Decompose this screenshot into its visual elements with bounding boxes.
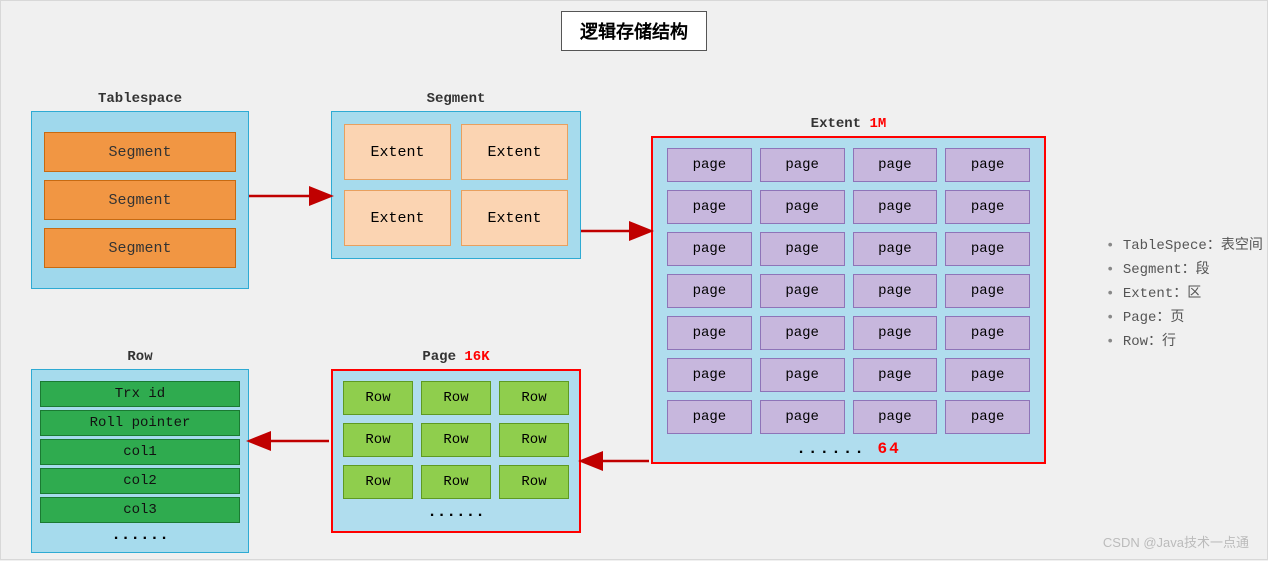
tablespace-item: Segment: [44, 228, 236, 268]
page-grid: RowRowRowRowRowRowRowRowRow: [343, 381, 569, 499]
tablespace-block: Tablespace Segment Segment Segment: [31, 91, 249, 289]
extent-page-item: page: [945, 274, 1030, 308]
tablespace-title: Tablespace: [31, 91, 249, 107]
extent-grid: pagepagepagepagepagepagepagepagepagepage…: [667, 148, 1030, 434]
extent-page-item: page: [945, 232, 1030, 266]
row-field-item: Roll pointer: [40, 410, 240, 436]
row-block: Row Trx id Roll pointer col1 col2 col3 .....…: [31, 349, 249, 553]
tablespace-item: Segment: [44, 180, 236, 220]
page-row-item: Row: [343, 381, 413, 415]
page-row-item: Row: [343, 423, 413, 457]
row-container: Trx id Roll pointer col1 col2 col3 ......: [31, 369, 249, 553]
page-row-item: Row: [499, 381, 569, 415]
extent-page-item: page: [667, 316, 752, 350]
extent-title-text: Extent: [811, 116, 861, 132]
extent-page-item: page: [945, 358, 1030, 392]
page-title-accent: 16K: [464, 349, 489, 365]
tablespace-item: Segment: [44, 132, 236, 172]
segment-container: ExtentExtentExtentExtent: [331, 111, 581, 259]
extent-page-item: page: [760, 232, 845, 266]
extent-page-item: page: [945, 400, 1030, 434]
segment-item: Extent: [344, 190, 451, 246]
page-container: RowRowRowRowRowRowRowRowRow ......: [331, 369, 581, 533]
page-row-item: Row: [421, 381, 491, 415]
extent-page-item: page: [945, 316, 1030, 350]
legend-item: Extent：区: [1106, 282, 1263, 302]
watermark: CSDN @Java技术一点通: [1103, 532, 1249, 551]
row-field-item: col1: [40, 439, 240, 465]
extent-page-item: page: [667, 232, 752, 266]
extent-page-item: page: [853, 148, 938, 182]
extent-page-item: page: [853, 316, 938, 350]
extent-page-item: page: [667, 400, 752, 434]
extent-page-item: page: [853, 358, 938, 392]
segment-item: Extent: [344, 124, 451, 180]
legend-item: Page：页: [1106, 306, 1263, 326]
extent-page-item: page: [760, 274, 845, 308]
extent-page-item: page: [667, 190, 752, 224]
extent-title: Extent 1M: [651, 116, 1046, 132]
row-items: Trx id Roll pointer col1 col2 col3: [40, 381, 240, 523]
diagram-title: 逻辑存储结构: [561, 11, 707, 51]
extent-page-item: page: [853, 232, 938, 266]
segment-block: Segment ExtentExtentExtentExtent: [331, 91, 581, 259]
legend-item: TableSpece：表空间: [1106, 234, 1263, 254]
extent-page-item: page: [945, 148, 1030, 182]
extent-page-item: page: [760, 316, 845, 350]
row-more: ......: [40, 526, 240, 544]
page-more: ......: [343, 503, 569, 521]
extent-more-dots: ......: [796, 440, 866, 458]
page-block: Page 16K RowRowRowRowRowRowRowRowRow ...…: [331, 349, 581, 533]
page-row-item: Row: [421, 465, 491, 499]
page-row-item: Row: [499, 465, 569, 499]
legend: TableSpece：表空间 Segment：段 Extent：区 Page：页 Row…: [1066, 230, 1263, 354]
extent-page-item: page: [667, 148, 752, 182]
extent-page-item: page: [853, 400, 938, 434]
page-row-item: Row: [421, 423, 491, 457]
page-row-item: Row: [343, 465, 413, 499]
extent-title-accent: 1M: [870, 116, 887, 132]
extent-more-count: 64: [878, 440, 901, 458]
row-field-item: Trx id: [40, 381, 240, 407]
extent-page-item: page: [667, 358, 752, 392]
row-field-item: col2: [40, 468, 240, 494]
segment-item: Extent: [461, 190, 568, 246]
page-title-text: Page: [422, 349, 456, 365]
extent-block: Extent 1M pagepagepagepagepagepagepagepa…: [651, 116, 1046, 464]
legend-item: Row：行: [1106, 330, 1263, 350]
tablespace-container: Segment Segment Segment: [31, 111, 249, 289]
extent-page-item: page: [853, 190, 938, 224]
extent-page-item: page: [760, 400, 845, 434]
extent-page-item: page: [945, 190, 1030, 224]
diagram-canvas: 逻辑存储结构 Tablespace SegmentSegmentSegment …: [0, 0, 1268, 560]
row-field-item: col3: [40, 497, 240, 523]
extent-page-item: page: [760, 190, 845, 224]
segment-title: Segment: [331, 91, 581, 107]
page-row-item: Row: [499, 423, 569, 457]
segment-item: Extent: [461, 124, 568, 180]
row-title: Row: [31, 349, 249, 365]
page-title: Page 16K: [331, 349, 581, 365]
legend-item: Segment：段: [1106, 258, 1263, 278]
extent-more: ...... 64: [667, 440, 1030, 458]
extent-page-item: page: [667, 274, 752, 308]
extent-container: pagepagepagepagepagepagepagepagepagepage…: [651, 136, 1046, 464]
extent-page-item: page: [760, 358, 845, 392]
extent-page-item: page: [853, 274, 938, 308]
extent-page-item: page: [760, 148, 845, 182]
